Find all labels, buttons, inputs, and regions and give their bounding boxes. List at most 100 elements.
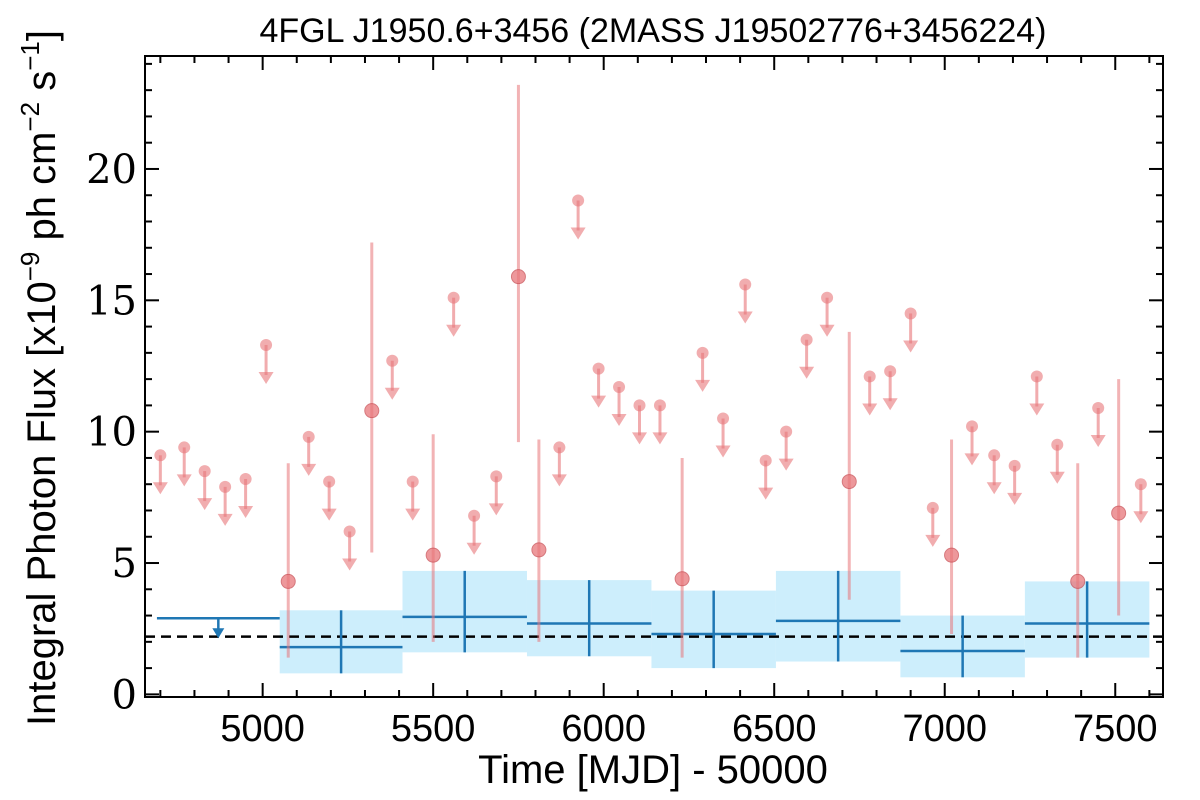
upper-limit-arrow xyxy=(778,458,794,471)
upper-limit-arrow xyxy=(1029,403,1045,416)
y-tick-label: 15 xyxy=(86,278,137,324)
detection-marker xyxy=(841,474,857,490)
upper-limit-arrow xyxy=(652,432,668,445)
upper-limit-arrow xyxy=(238,505,254,518)
upper-limit-marker xyxy=(633,399,646,412)
upper-limit-arrow xyxy=(862,403,878,416)
ylabel-text-part: s xyxy=(20,71,64,102)
detection-marker xyxy=(531,542,547,558)
detection-marker xyxy=(1111,505,1127,521)
upper-limit-arrow xyxy=(488,503,504,516)
upper-limit-marker xyxy=(572,194,585,207)
plot-area xyxy=(145,84,1163,678)
upper-limit-arrow xyxy=(799,366,815,379)
upper-limit-marker xyxy=(1051,438,1064,451)
upper-limit-marker xyxy=(1008,459,1021,472)
upper-limit-marker xyxy=(260,338,273,351)
x-tick-label: 6500 xyxy=(732,708,817,750)
upper-limit-arrow xyxy=(551,474,567,487)
upper-limit-marker xyxy=(988,449,1001,462)
plot-frame xyxy=(144,55,1164,698)
upper-limit-arrow xyxy=(964,453,980,466)
upper-limit-arrow xyxy=(632,432,648,445)
upper-limit-marker xyxy=(1134,478,1147,491)
upper-limit-marker xyxy=(653,399,666,412)
axis-ticks: 5000 5500 6000 6500 7000 7500 0 5 10 15 20 xyxy=(86,56,1163,750)
upper-limit-marker xyxy=(592,362,605,375)
upper-limit-arrow xyxy=(611,414,627,427)
chart-title: 4FGL J1950.6+3456 (2MASS J19502776+34562… xyxy=(260,12,1047,50)
upper-limit-arrow xyxy=(695,379,711,392)
x-tick-label: 5000 xyxy=(220,708,305,750)
upper-limit-arrow xyxy=(384,387,400,400)
x-tick-label: 7500 xyxy=(1073,708,1158,750)
upper-limit-marker xyxy=(178,441,191,454)
y-axis-label: Integral Photon Flux [x10−9 ph cm−2 s−1] xyxy=(15,30,64,726)
upper-limit-marker xyxy=(343,525,356,538)
detection-marker xyxy=(510,269,526,285)
x-tick-label: 6000 xyxy=(561,708,646,750)
upper-limit-arrow xyxy=(321,508,337,521)
upper-limit-arrow xyxy=(217,513,233,526)
upper-limit-arrow xyxy=(591,395,607,408)
y-tick-label: 0 xyxy=(112,672,137,718)
upper-limit-marker xyxy=(821,291,834,304)
x-axis-label: Time [MJD] - 50000 xyxy=(478,748,828,792)
upper-limit-marker xyxy=(884,365,897,378)
upper-limit-marker xyxy=(239,472,252,485)
upper-limit-arrow xyxy=(758,487,774,500)
upper-limit-arrow xyxy=(176,474,192,487)
upper-limit-marker xyxy=(386,354,399,367)
upper-limit-arrow xyxy=(882,398,898,411)
upper-limit-arrow xyxy=(1133,511,1149,524)
upper-limit-marker xyxy=(926,501,939,514)
ylabel-superscript: −9 xyxy=(15,252,45,282)
upper-limit-marker xyxy=(553,441,566,454)
upper-limit-marker xyxy=(406,475,419,488)
upper-limit-arrow xyxy=(446,324,462,337)
detection-marker xyxy=(364,403,380,419)
upper-limit-arrow xyxy=(903,340,919,353)
detection-marker xyxy=(944,547,960,563)
upper-limit-arrow xyxy=(405,508,421,521)
detection-marker xyxy=(674,571,690,587)
ylabel-superscript: −2 xyxy=(15,102,45,132)
upper-limit-marker xyxy=(468,509,481,522)
upper-limit-marker xyxy=(613,381,626,394)
upper-limit-marker xyxy=(198,465,211,478)
upper-limit-marker xyxy=(302,430,315,443)
upper-limit-arrow xyxy=(1090,435,1106,448)
upper-limit-marker xyxy=(800,333,813,346)
ylabel-text-part: ] xyxy=(20,30,64,41)
y-tick-label: 5 xyxy=(112,541,137,587)
upper-limit-marker xyxy=(717,412,730,425)
upper-limit-marker xyxy=(490,470,503,483)
upper-limit-arrow xyxy=(466,542,482,555)
upper-limit-marker xyxy=(966,420,979,433)
ylabel-superscript: −1 xyxy=(15,41,45,71)
upper-limit-arrow xyxy=(1007,492,1023,505)
upper-limit-arrow xyxy=(986,482,1002,495)
upper-limit-marker xyxy=(904,307,917,320)
upper-limit-arrow xyxy=(342,558,358,571)
upper-limit-marker xyxy=(1030,370,1043,383)
ylabel-text-part: Integral Photon Flux [x10 xyxy=(20,281,64,726)
x-tick-label: 7000 xyxy=(902,708,987,750)
upper-limit-marker xyxy=(696,346,709,359)
detection-marker xyxy=(425,547,441,563)
upper-limit-arrow xyxy=(925,534,941,547)
detection-marker xyxy=(1070,573,1086,589)
long-bin-upper-limit-arrow xyxy=(212,628,225,639)
upper-limit-arrow xyxy=(570,227,586,240)
upper-limit-marker xyxy=(154,449,167,462)
detection-marker xyxy=(280,573,296,589)
upper-limit-arrow xyxy=(258,371,274,384)
upper-limit-arrow xyxy=(715,445,731,458)
upper-limit-marker xyxy=(863,370,876,383)
upper-limit-arrow xyxy=(737,311,753,324)
ylabel-text-part: ph cm xyxy=(20,132,64,252)
upper-limit-marker xyxy=(323,475,336,488)
x-tick-label: 5500 xyxy=(391,708,476,750)
upper-limit-arrow xyxy=(819,324,835,337)
